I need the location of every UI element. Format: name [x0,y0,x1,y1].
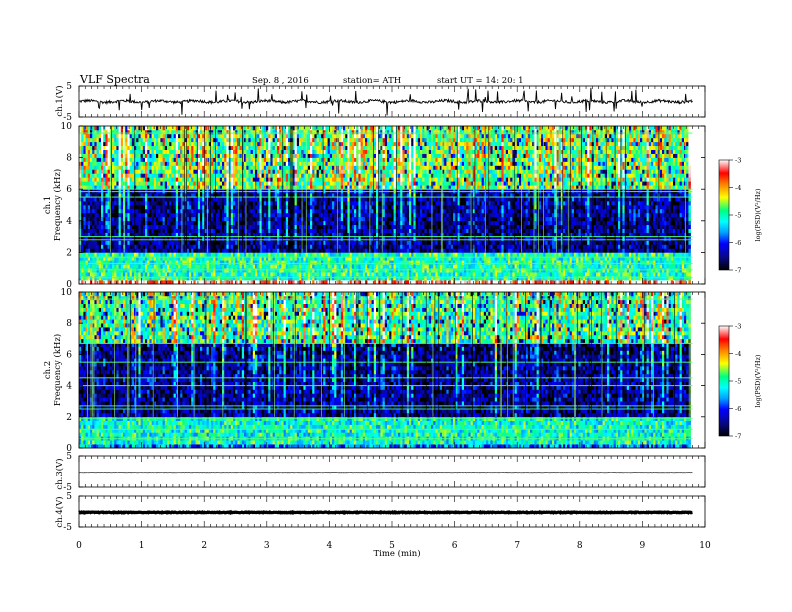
ch4-ylabel: ch.4(V) [54,496,65,527]
x-tick-label: 0 [76,541,82,551]
ch2-colorbar-gradient [718,325,730,437]
station-label: station= ATH [343,76,401,86]
ch4-waveform-panel: 5 -5 [63,492,706,533]
x-tick-label: 3 [264,541,270,551]
y-tick-label: -5 [63,113,72,123]
spectrogram-image [79,126,691,285]
y-tick-label: 5 [66,82,72,92]
x-tick-label: 4 [327,541,333,551]
colorbar-tick-label: -7 [735,267,741,275]
x-tick-label: 7 [514,541,520,551]
start-time-label: start UT = 14: 20: 1 [437,76,524,86]
ch1-colorbar-label: log(PSD)(V²/Hz) [754,188,762,241]
ch1-colorbar-gradient [718,159,730,271]
waveform-trace [78,509,693,515]
ch2-spectrogram-panel: 0 2 4 6 8 10 [61,288,706,454]
y-tick-label: 6 [66,185,72,195]
colorbar-tick-label: -4 [735,184,741,192]
y-tick-label: 8 [66,154,72,164]
y-tick-label: 2 [66,413,72,423]
ch3-waveform-panel: 5 -5 [63,452,706,493]
ch2-colorbar: -3 -4 -5 -6 -7 log(PSD)(V²/Hz) [718,323,762,441]
colorbar-tick-label: -5 [735,378,741,386]
ch1-spectrogram-ylabel: Frequency (kHz) [52,169,63,241]
y-tick-label: 2 [66,248,72,258]
ch3-ylabel: ch.3(V) [54,458,65,489]
x-tick-label: 6 [452,541,458,551]
ch2-colorbar-label: log(PSD)(V²/Hz) [754,354,762,407]
x-tick-label: 8 [577,541,583,551]
y-tick-label: 4 [66,217,72,227]
spectrogram-image [79,292,691,449]
ch2-spectrogram-channel-label: ch.2 [43,361,53,379]
ch1-ylabel: ch.1(V) [54,85,65,116]
y-tick-label: 4 [66,382,72,392]
y-tick-label: -5 [63,523,72,533]
x-axis-label: Time (min) [373,548,420,559]
colorbar-tick-label: -6 [735,405,741,413]
colorbar-tick-label: -3 [735,323,741,331]
date-label: Sep. 8 , 2016 [252,76,309,86]
y-tick-label: 8 [66,319,72,329]
ch1-waveform-panel: 5 -5 [63,82,706,123]
waveform-trace [78,87,693,116]
ch2-spectrogram-ylabel: Frequency (kHz) [52,334,63,406]
y-tick-label: 0 [66,280,72,290]
y-tick-label: 10 [61,288,73,298]
y-tick-label: 6 [66,350,72,360]
colorbar-tick-label: -3 [735,157,741,165]
ch1-spectrogram-channel-label: ch.1 [43,196,53,214]
colorbar-tick-label: -7 [735,433,741,441]
ch1-spectrogram-panel: 0 2 4 6 8 10 [61,122,706,290]
y-tick-label: 5 [66,492,72,502]
colorbar-tick-label: -4 [735,350,741,358]
x-axis: 0 1 2 3 4 5 6 7 8 9 10 [76,541,711,551]
y-tick-label: -5 [63,483,72,493]
x-tick-label: 9 [640,541,646,551]
x-tick-label: 2 [201,541,207,551]
x-tick-label: 10 [699,541,711,551]
y-tick-label: 0 [66,444,72,454]
y-tick-label: 5 [66,452,72,462]
x-tick-label: 5 [389,541,395,551]
figure-title: VLF Spectra [79,73,150,86]
colorbar-tick-label: -5 [735,212,741,220]
x-tick-label: 1 [139,541,145,551]
y-tick-label: 10 [61,122,73,132]
ch1-colorbar: -3 -4 -5 -6 -7 log(PSD)(V²/Hz) [718,157,762,275]
colorbar-tick-label: -6 [735,239,741,247]
